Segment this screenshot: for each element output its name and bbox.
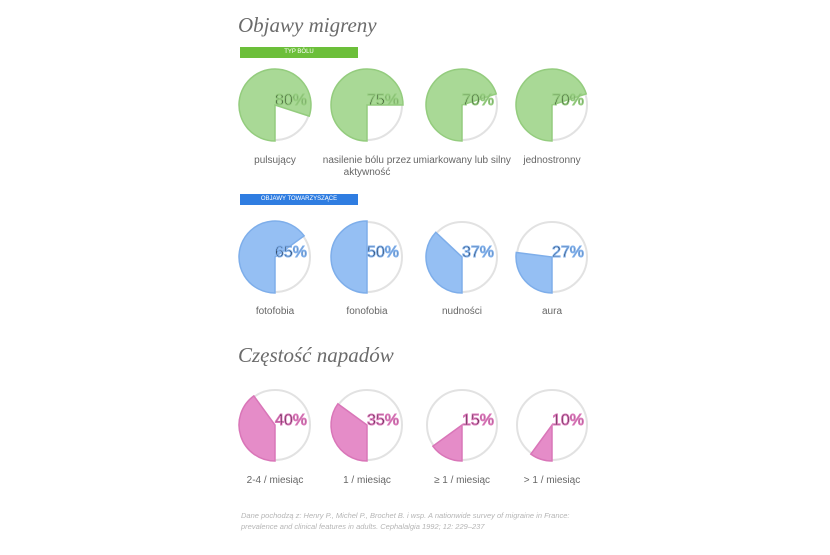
- pie-wedge: [238, 68, 312, 142]
- category-label: jednostronny: [523, 155, 581, 166]
- category-label: fonofobia: [346, 306, 388, 317]
- value-label: 27%: [552, 244, 584, 261]
- value-label: 35%: [367, 412, 399, 429]
- pie-wedge: [529, 422, 553, 462]
- category-label: nasilenie bólu przez aktywność: [322, 155, 412, 178]
- pie-wedge: [238, 394, 276, 462]
- pie-wedge: [238, 220, 306, 294]
- pie-wedge: [515, 251, 553, 294]
- value-label: 50%: [367, 244, 399, 261]
- pie-wedge: [330, 402, 368, 462]
- pie-wedge: [425, 68, 498, 142]
- category-label: aura: [541, 306, 562, 317]
- pie-wedge: [330, 220, 368, 294]
- pie-wedge: [515, 68, 588, 142]
- category-label: ≥ 1 / miesiąc: [433, 475, 491, 486]
- category-label: > 1 / miesiąc: [523, 475, 581, 486]
- value-label: 80%: [275, 92, 307, 109]
- category-label: fotofobia: [255, 306, 295, 317]
- section-title: Objawy migreny: [238, 13, 377, 37]
- value-label: 15%: [462, 412, 494, 429]
- category-label: 2-4 / miesiąc: [246, 475, 304, 486]
- value-label: 40%: [275, 412, 307, 429]
- value-label: 65%: [275, 244, 307, 261]
- section-banner: TYP BÓLU: [240, 47, 358, 58]
- section-title: Częstość napadów: [238, 343, 394, 367]
- section-banner: OBJAWY TOWARZYSZĄCE: [240, 194, 358, 205]
- category-label: umiarkowany lub silny: [413, 155, 511, 166]
- value-label: 70%: [552, 92, 584, 109]
- source-note: Dane pochodzą z: Henry P., Michel P., Br…: [241, 511, 570, 531]
- value-label: 37%: [462, 244, 494, 261]
- pie-wedge: [431, 423, 463, 462]
- category-label: 1 / miesiąc: [343, 475, 391, 486]
- value-label: 75%: [367, 92, 399, 109]
- pie-wedge: [425, 231, 463, 294]
- value-label: 10%: [552, 412, 584, 429]
- category-label: pulsujący: [254, 155, 296, 166]
- value-label: 70%: [462, 92, 494, 109]
- pie-wedge: [330, 68, 404, 142]
- category-label: nudności: [441, 306, 483, 317]
